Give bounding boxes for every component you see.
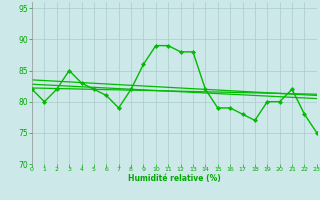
X-axis label: Humidité relative (%): Humidité relative (%) bbox=[128, 174, 221, 183]
